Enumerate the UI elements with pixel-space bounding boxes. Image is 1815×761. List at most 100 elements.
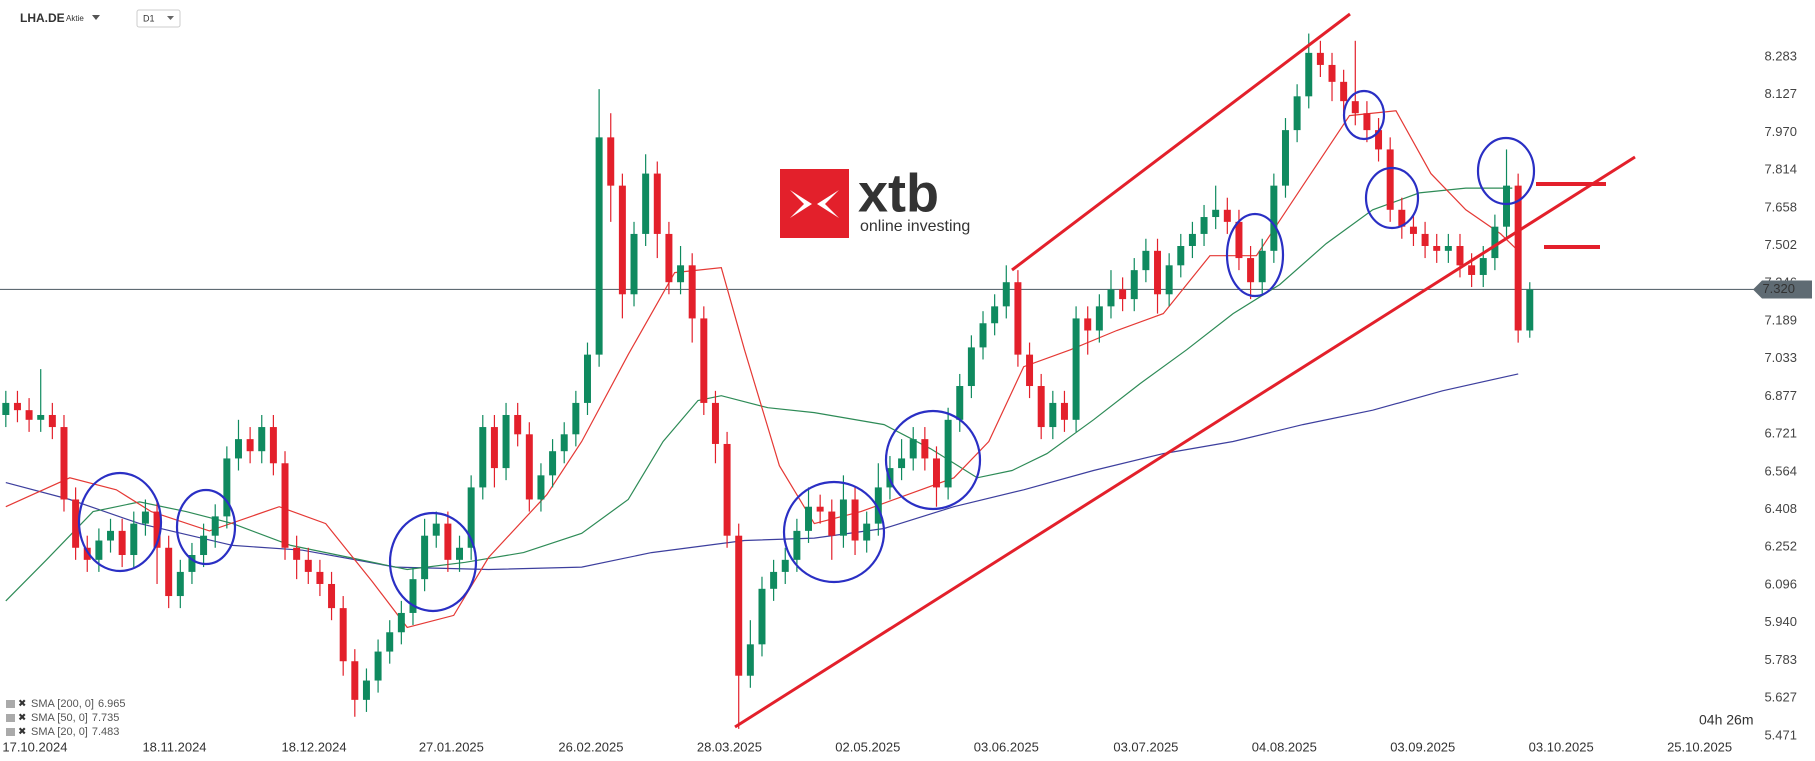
candle-body [1305,52,1313,97]
candle-body [1258,250,1266,283]
candle-body [1398,209,1406,227]
candle-body [1235,221,1243,259]
trend-line [1011,12,1351,272]
candle-body [781,559,789,572]
candle-body [362,680,370,700]
trend-annotations [734,12,1636,729]
y-tick-label: 7.033 [1764,350,1797,365]
symbol[interactable]: LHA.DE [20,11,65,25]
logo-tagline: online investing [860,218,970,235]
candle-body [1456,245,1464,266]
candle-body [467,487,475,548]
highlight-circle [1225,212,1285,298]
candle-body [1351,101,1359,114]
y-tick-label: 6.096 [1764,576,1797,591]
candle-body [839,499,847,536]
candle-body [1200,217,1208,234]
candle-body [851,499,859,541]
candle-body [816,506,824,512]
candle-body [991,306,999,324]
candle-body [1026,354,1034,387]
candle-body [409,579,417,613]
legend-value: 7.483 [92,726,120,738]
last-price-tag [1753,280,1812,299]
candle-body [1340,81,1348,102]
candle-body [1444,245,1452,251]
x-tick-label: 03.10.2025 [1529,739,1594,754]
dropdown-arrow[interactable] [167,16,174,20]
legend: ✖ SMA [200, 0] 6.965 ✖ SMA [50, 0] 7.735 ✖ SMA … [6,698,126,738]
candle-body [1375,130,1383,150]
candle-body [1293,96,1301,131]
x-tick-label: 03.06.2025 [974,739,1039,754]
candle-body [677,265,685,283]
candle-body [1154,250,1162,295]
candle-body [758,588,766,645]
candle-body [258,427,266,452]
candle-body [805,506,813,531]
candle-body [1095,306,1103,331]
candle-body [304,559,312,572]
candle-body [316,571,324,584]
legend-value: 6.965 [98,698,126,710]
candle-body [188,555,196,572]
candle-body [211,516,219,536]
candle-body [502,414,510,469]
candle-body [549,451,557,476]
y-tick-label: 5.940 [1764,614,1797,629]
candle-body [165,547,173,597]
candle-body [1223,209,1231,222]
candle-body [874,487,882,524]
candle-body [1130,270,1138,300]
candle-body [339,608,347,662]
asset-class: Aktie [66,14,84,23]
countdown: 04h 26m [1699,712,1753,728]
timeframe-select[interactable] [136,9,181,28]
candle-body [921,439,929,459]
y-tick-label: 7.658 [1764,199,1797,214]
legend-name: SMA [50, 0] [31,712,88,724]
candle-body [863,523,871,541]
highlight-circle [175,488,237,566]
candle-body [269,427,277,464]
highlight-circle [388,511,478,613]
candle-body [1479,258,1487,275]
candle-body [595,137,603,355]
candle-body [2,402,10,415]
highlight-circle [1476,136,1536,206]
y-tick-label: 7.189 [1764,313,1797,328]
candle-body [618,185,626,295]
x-tick-label: 02.05.2025 [835,739,900,754]
candle-body [909,439,917,459]
candle-body [944,419,952,488]
sma-line [5,110,1519,629]
candle-body [1433,245,1441,251]
logo-name: xtb [858,163,939,223]
candle-body [246,439,254,452]
candle-body [1514,185,1522,331]
candle-body [176,571,184,597]
highlight-circle [1342,89,1386,141]
highlight-circle [77,471,163,573]
candle-body [83,547,91,560]
legend-label: SMA [200, 0] 6.965 [31,698,126,710]
x-tick-label: 27.01.2025 [419,739,484,754]
candle-body [1072,318,1080,420]
candle-body [583,354,591,403]
candle-body [153,511,161,548]
candle-body [525,434,533,500]
candle-body [281,463,289,548]
candle-body [979,323,987,348]
header: LHA.DE Aktie D1 [20,9,181,28]
legend-close: ✖ [18,727,26,738]
candle-body [223,458,231,517]
legend-label: SMA [50, 0] 7.735 [31,712,119,724]
candle-body [1014,282,1022,355]
candle-body [1049,402,1057,428]
dropdown-arrow[interactable] [92,15,100,20]
candle-body [688,265,696,319]
trend-line [734,155,1636,729]
legend-close: ✖ [18,713,26,724]
candle-body [1468,265,1476,275]
